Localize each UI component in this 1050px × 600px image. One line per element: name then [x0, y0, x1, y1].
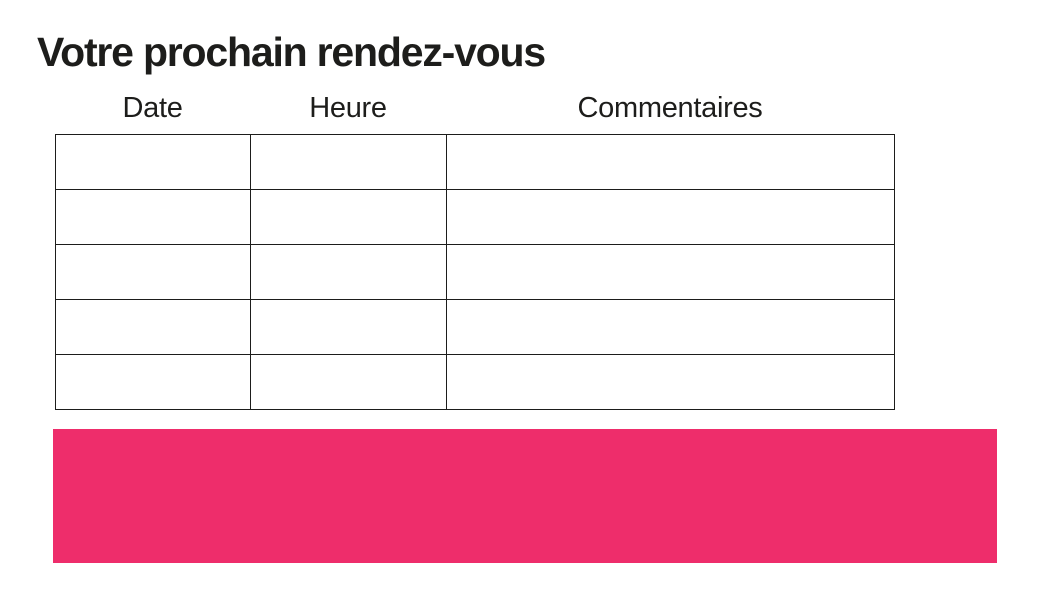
table-row — [55, 299, 895, 355]
table-cell-date — [55, 189, 251, 245]
table-row — [55, 354, 895, 410]
table-cell-commentaires — [446, 244, 895, 300]
column-header-date: Date — [122, 92, 183, 124]
column-header-heure: Heure — [309, 92, 387, 124]
table-row — [55, 189, 895, 245]
table-cell-commentaires — [446, 299, 895, 355]
table-cell-commentaires — [446, 189, 895, 245]
page-title: Votre prochain rendez-vous — [37, 29, 546, 75]
table-cell-commentaires — [446, 134, 895, 190]
table-cell-date — [55, 354, 251, 410]
table-row — [55, 244, 895, 300]
table-cell-date — [55, 244, 251, 300]
table-cell-heure — [250, 134, 447, 190]
table-cell-date — [55, 134, 251, 190]
table-row — [55, 134, 895, 190]
table-cell-heure — [250, 354, 447, 410]
pink-banner — [53, 429, 997, 563]
table-cell-heure — [250, 189, 447, 245]
appointments-table — [55, 134, 895, 410]
table-cell-commentaires — [446, 354, 895, 410]
table-cell-heure — [250, 299, 447, 355]
table-cell-heure — [250, 244, 447, 300]
column-header-commentaires: Commentaires — [577, 92, 763, 124]
table-cell-date — [55, 299, 251, 355]
